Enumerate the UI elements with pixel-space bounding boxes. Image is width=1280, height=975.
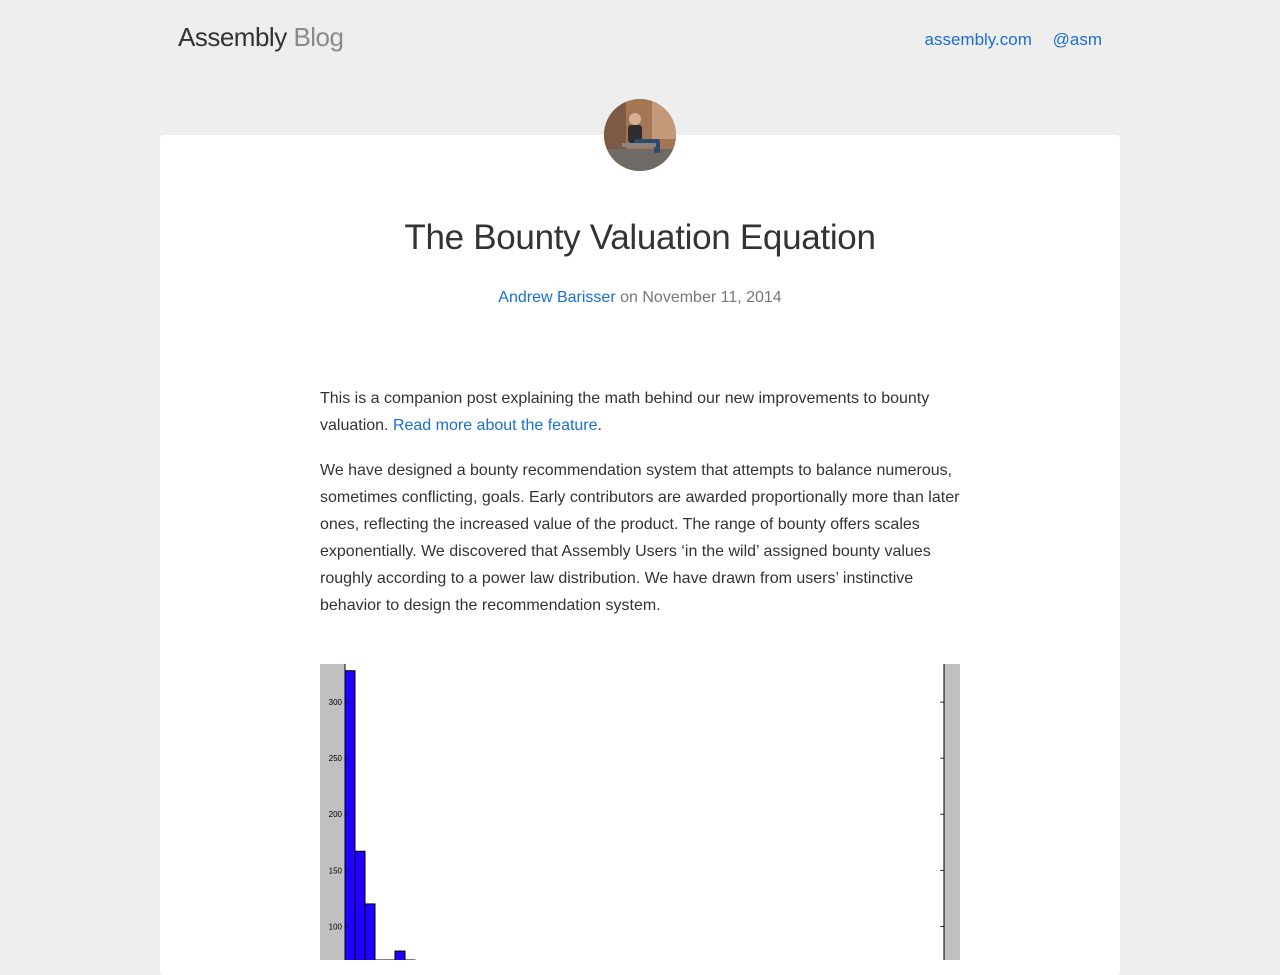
nav-link-assembly[interactable]: assembly.com xyxy=(924,30,1032,49)
site-header: Assembly Blog assembly.com @asm xyxy=(0,0,1280,90)
intro-period: . xyxy=(597,417,602,434)
author-avatar[interactable] xyxy=(604,99,676,171)
histogram-bar xyxy=(394,950,406,960)
read-more-link[interactable]: Read more about the feature xyxy=(392,417,598,434)
histogram-bar xyxy=(354,850,366,960)
intro-text: This is a companion post explaining the … xyxy=(320,390,930,434)
brand-sub: Blog xyxy=(293,22,344,52)
site-brand[interactable]: Assembly Blog xyxy=(178,22,344,53)
histogram-bar xyxy=(364,903,376,960)
body-paragraph: We have designed a bounty recommendation… xyxy=(320,462,960,614)
y-tick-label: 250 xyxy=(329,754,343,763)
avatar-photo xyxy=(604,99,676,171)
histogram-bars xyxy=(344,670,416,960)
nav-link-twitter[interactable]: @asm xyxy=(1052,30,1102,49)
histogram-figure: 100 150 200 250 300 xyxy=(320,664,960,960)
plot-area xyxy=(345,664,944,960)
y-ticks: 100 150 200 250 300 xyxy=(329,698,944,931)
histogram-chart: 100 150 200 250 300 xyxy=(320,664,960,960)
author-link[interactable]: Andrew Barisser xyxy=(498,289,616,306)
y-tick-label: 200 xyxy=(329,810,343,819)
header-nav: assembly.com @asm xyxy=(909,30,1103,50)
histogram-bar xyxy=(344,670,356,960)
y-tick-label: 300 xyxy=(329,698,343,707)
post-body: This is a companion post explaining the … xyxy=(320,385,960,637)
y-tick-label: 150 xyxy=(329,866,343,875)
brand-main: Assembly xyxy=(178,22,287,52)
y-tick-label: 100 xyxy=(329,922,343,931)
post-date: November 11, 2014 xyxy=(642,289,782,306)
intro-paragraph: This is a companion post explaining the … xyxy=(320,385,960,439)
post-byline: Andrew Barisser on November 11, 2014 xyxy=(160,289,1120,307)
byline-on: on xyxy=(620,289,638,306)
post-title: The Bounty Valuation Equation xyxy=(404,218,876,257)
